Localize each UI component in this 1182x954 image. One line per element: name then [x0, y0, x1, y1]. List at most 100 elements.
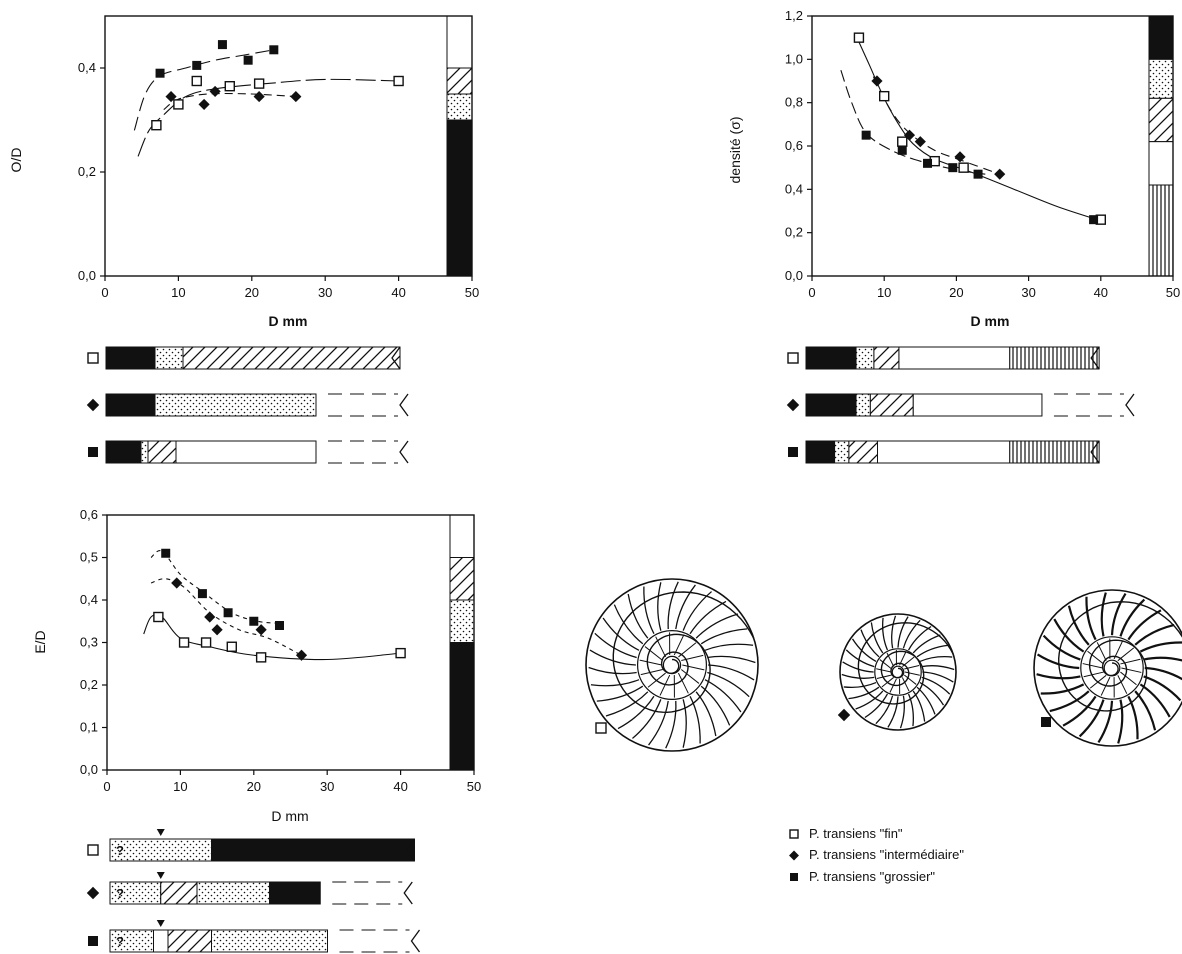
- plot-frame: [104, 15, 473, 277]
- data-point-intermediaire: [290, 91, 302, 103]
- rib: [704, 679, 742, 713]
- rib: [667, 581, 679, 630]
- data-point-fin: [395, 647, 406, 659]
- range-segment-dots: [855, 393, 871, 417]
- outer-whorl: [839, 613, 957, 731]
- rib: [1085, 596, 1097, 641]
- data-point-grossier: [973, 169, 983, 179]
- rib: [1049, 690, 1090, 713]
- data-point-fin: [173, 99, 184, 110]
- inner-rib: [677, 672, 689, 694]
- range-segment-hatch: [160, 881, 198, 905]
- outer-whorl: [585, 578, 759, 752]
- data-point-grossier: [223, 608, 233, 618]
- inner-rib: [1117, 647, 1135, 662]
- rib: [1143, 675, 1182, 702]
- range-segment-black: [211, 838, 415, 862]
- inner-rib: [1087, 650, 1104, 665]
- rib: [707, 671, 750, 698]
- range-segment-blank: [877, 440, 1011, 464]
- rib: [602, 617, 640, 651]
- rib: [1110, 592, 1127, 636]
- legend-label-grossier: P. transiens "grossier": [809, 869, 935, 884]
- range-bar-intermediaire: ?: [86, 872, 413, 905]
- range-segment-hatch: [167, 929, 212, 953]
- range-segment-black: [805, 440, 836, 464]
- rib: [1139, 641, 1182, 653]
- rib: [1134, 623, 1175, 646]
- x-axis-label: D mm: [271, 808, 308, 824]
- range-segment-vlines: [1009, 346, 1100, 370]
- rib: [1036, 673, 1081, 680]
- range-segment-hatch: [873, 346, 900, 370]
- rib: [1127, 695, 1139, 740]
- rib: [848, 686, 880, 700]
- range-bars-ed: ???: [86, 829, 421, 953]
- range-bar-marker-intermediaire: [86, 886, 100, 900]
- data-point-intermediaire: [994, 168, 1006, 180]
- data-point-grossier: [861, 130, 871, 140]
- data-point-grossier: [192, 60, 202, 70]
- range-bar-fin: [787, 346, 1100, 370]
- range-segment-blank: [153, 929, 169, 953]
- rib: [695, 613, 739, 639]
- rib: [1036, 653, 1080, 670]
- data-point-fin: [879, 90, 890, 102]
- side-bar-segment-vlines: [1148, 184, 1174, 277]
- data-point-grossier: [923, 158, 933, 168]
- range-segment-dots: [140, 440, 149, 464]
- y-tick-label: 0,8: [785, 95, 803, 110]
- x-tick-label: 10: [877, 285, 891, 300]
- trend-curve-fin: [143, 614, 401, 661]
- inner-rib: [1120, 671, 1137, 686]
- data-point-intermediaire: [954, 151, 966, 163]
- inner-whorl: [1080, 636, 1144, 700]
- rib: [605, 691, 649, 717]
- range-bar-grossier: [788, 440, 1100, 464]
- range-arrow: [156, 829, 165, 836]
- y-tick-label: 0,4: [80, 592, 98, 607]
- inner-rib: [879, 659, 893, 670]
- y-tick-label: 0,3: [80, 635, 98, 650]
- range-segment-black: [269, 881, 321, 905]
- ammonite-intermediaire: [837, 613, 957, 731]
- rib: [675, 584, 696, 630]
- data-point-intermediaire: [903, 129, 916, 141]
- rib: [1097, 700, 1114, 744]
- rib: [617, 695, 655, 730]
- range-break-symbol: [405, 838, 416, 862]
- range-segment-hatch: [182, 346, 401, 370]
- inner-rib: [682, 664, 705, 671]
- y-axis-label: densité (σ): [727, 117, 743, 184]
- rib: [695, 691, 717, 737]
- data-point-grossier: [243, 55, 253, 65]
- range-bar-intermediaire: [86, 393, 409, 417]
- rib: [689, 695, 701, 744]
- range-question-mark: ?: [116, 843, 124, 858]
- inner-rib: [673, 634, 685, 656]
- range-bar-fin: ?: [87, 829, 416, 862]
- y-tick-label: 0,4: [785, 181, 803, 196]
- x-axis-label: D mm: [269, 313, 308, 329]
- x-tick-label: 10: [171, 285, 185, 300]
- legend-marker-grossier: [790, 873, 798, 881]
- x-tick-label: 40: [393, 779, 407, 794]
- rib: [860, 629, 880, 658]
- rib: [907, 693, 914, 727]
- inner-rib: [904, 671, 920, 676]
- inner-rib: [899, 651, 907, 666]
- y-tick-label: 0,2: [80, 677, 98, 692]
- range-bar-marker-grossier: [88, 936, 98, 946]
- y-tick-label: 0,2: [785, 225, 803, 240]
- inner-rib: [659, 674, 671, 696]
- inner-rib: [1117, 675, 1128, 694]
- y-axis-label: O/D: [8, 148, 24, 173]
- range-segment-dots: [109, 838, 212, 862]
- inner-rib: [876, 668, 892, 673]
- data-point-grossier: [217, 40, 227, 50]
- umbilicus: [1103, 659, 1121, 677]
- x-tick-label: 30: [1021, 285, 1035, 300]
- rib: [643, 586, 655, 635]
- range-bar-marker-grossier: [788, 447, 798, 457]
- range-segment-hatch: [869, 393, 914, 417]
